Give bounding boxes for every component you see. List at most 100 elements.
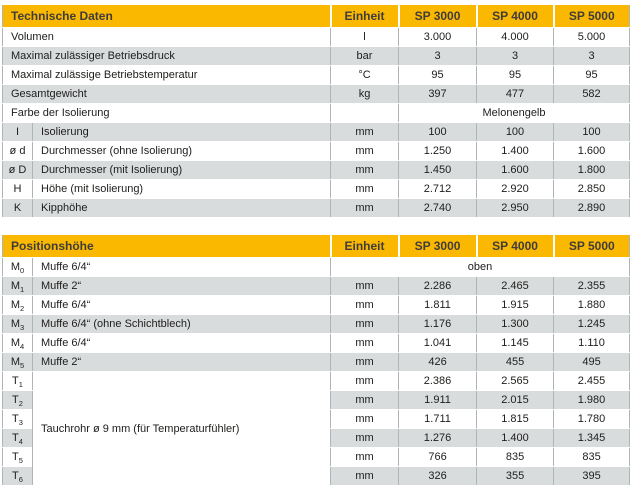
cell-symbol: M0 <box>2 257 33 277</box>
cell-value: 2.465 <box>476 276 554 296</box>
cell-symbol: K <box>2 198 33 218</box>
cell-value: 326 <box>398 466 477 486</box>
table-row: M4 Muffe 6/4“ mm 1.041 1.145 1.110 <box>2 333 630 353</box>
cell-unit: mm <box>330 428 399 448</box>
cell-value: 1.245 <box>553 314 630 334</box>
cell-value: 2.565 <box>476 371 554 391</box>
cell-value: 2.850 <box>553 179 630 199</box>
cell-value: 426 <box>398 352 477 372</box>
table-row: Gesamtgewicht kg 397 477 582 <box>2 84 630 104</box>
table-header-row: Positionshöhe Einheit SP 3000 SP 4000 SP… <box>2 235 630 258</box>
cell-label: Kipphöhe <box>32 198 331 218</box>
cell-label: Durchmesser (mit Isolierung) <box>32 160 331 180</box>
cell-value: 2.950 <box>476 198 554 218</box>
cell-label: Muffe 6/4“ <box>31 295 331 315</box>
cell-value: 1.276 <box>398 428 477 448</box>
cell-symbol: H <box>2 179 33 199</box>
cell-symbol: I <box>2 122 33 142</box>
cell-value: 1.800 <box>553 160 630 180</box>
cell-unit: mm <box>330 390 399 410</box>
cell-unit: mm <box>330 447 399 467</box>
table-row: M5 Muffe 2“ mm 426 455 495 <box>2 352 630 372</box>
cell-value: 2.712 <box>398 179 477 199</box>
cell-label: Muffe 2“ <box>31 352 331 372</box>
cell-unit: mm <box>330 160 399 180</box>
table-row: ø D Durchmesser (mit Isolierung) mm 1.45… <box>2 160 630 180</box>
cell-value: 4.000 <box>476 27 554 47</box>
cell-value: 1.600 <box>553 141 630 161</box>
cell-symbol: ø d <box>2 141 33 161</box>
cell-value: 455 <box>476 352 554 372</box>
cell-value: 1.811 <box>398 295 477 315</box>
cell-symbol: M1 <box>2 276 33 296</box>
cell-value: 3 <box>476 46 554 66</box>
cell-symbol: M4 <box>2 333 33 353</box>
cell-unit: mm <box>330 141 399 161</box>
cell-value: 1.980 <box>553 390 630 410</box>
cell-value: 1.400 <box>476 428 554 448</box>
cell-value: 2.890 <box>553 198 630 218</box>
cell-label: Farbe der Isolierung <box>2 103 331 123</box>
cell-label: Durchmesser (ohne Isolierung) <box>32 141 331 161</box>
cell-label: Muffe 2“ <box>31 276 331 296</box>
cell-unit: mm <box>330 314 399 334</box>
cell-label: Isolierung <box>32 122 331 142</box>
cell-unit: mm <box>330 198 399 218</box>
cell-unit: mm <box>330 466 399 486</box>
cell-unit <box>330 103 399 123</box>
cell-value: 2.740 <box>398 198 477 218</box>
cell-symbol: M2 <box>2 295 33 315</box>
cell-symbol: T6 <box>2 466 33 486</box>
cell-value: 1.911 <box>398 390 477 410</box>
technical-data-table: Technische Daten Einheit SP 3000 SP 4000… <box>2 5 630 218</box>
cell-label: Höhe (mit Isolierung) <box>32 179 331 199</box>
cell-value: 355 <box>476 466 554 486</box>
table-row: M1 Muffe 2“ mm 2.286 2.465 2.355 <box>2 276 630 296</box>
cell-value: 1.780 <box>553 409 630 429</box>
table-row: Maximal zulässiger Betriebsdruck bar 3 3… <box>2 46 630 66</box>
cell-value: 5.000 <box>553 27 630 47</box>
table-header-row: Technische Daten Einheit SP 3000 SP 4000… <box>2 5 630 28</box>
cell-label: Volumen <box>2 27 331 47</box>
cell-value: 1.300 <box>476 314 554 334</box>
table-row: Volumen l 3.000 4.000 5.000 <box>2 27 630 47</box>
cell-unit: bar <box>330 46 399 66</box>
cell-unit: mm <box>330 295 399 315</box>
cell-unit: mm <box>330 409 399 429</box>
table-row: T1 Tauchrohr ø 9 mm (für Temperaturfühle… <box>2 371 630 486</box>
cell-unit: mm <box>330 179 399 199</box>
column-header-einheit: Einheit <box>329 5 399 28</box>
position-height-table: Positionshöhe Einheit SP 3000 SP 4000 SP… <box>2 235 631 486</box>
cell-merged-value: Melonengelb <box>398 103 630 123</box>
cell-value: 2.920 <box>476 179 554 199</box>
cell-value: 3.000 <box>398 27 477 47</box>
cell-value: 1.041 <box>398 333 477 353</box>
cell-value: 477 <box>476 84 554 104</box>
cell-value: 3 <box>398 46 477 66</box>
cell-value: 1.815 <box>476 409 554 429</box>
cell-merged-value: oben <box>330 257 630 277</box>
cell-value: 2.015 <box>476 390 554 410</box>
cell-value: 1.711 <box>398 409 477 429</box>
cell-value: 2.386 <box>398 371 477 391</box>
table-row: I Isolierung mm 100 100 100 <box>2 122 630 142</box>
cell-label: Muffe 6/4“ <box>31 257 331 277</box>
cell-value: 495 <box>553 352 630 372</box>
table-row: T2 mm 1.911 2.015 1.980 <box>2 390 630 410</box>
column-header-sp4000: SP 4000 <box>475 235 554 258</box>
column-header-sp3000: SP 3000 <box>397 235 477 258</box>
cell-unit: mm <box>330 352 399 372</box>
table-row: T5 mm 766 835 835 <box>2 447 630 467</box>
cell-label: Maximal zulässiger Betriebsdruck <box>2 46 331 66</box>
cell-value: 1.176 <box>398 314 477 334</box>
cell-value: 582 <box>553 84 630 104</box>
cell-symbol: T4 <box>2 428 33 448</box>
cell-value: 1.400 <box>476 141 554 161</box>
cell-value: 100 <box>476 122 554 142</box>
table-title: Technische Daten <box>2 5 331 28</box>
cell-value: 95 <box>553 65 630 85</box>
table-row: H Höhe (mit Isolierung) mm 2.712 2.920 2… <box>2 179 630 199</box>
column-header-sp5000: SP 5000 <box>552 5 630 28</box>
cell-unit: mm <box>330 371 399 391</box>
cell-value: 3 <box>553 46 630 66</box>
